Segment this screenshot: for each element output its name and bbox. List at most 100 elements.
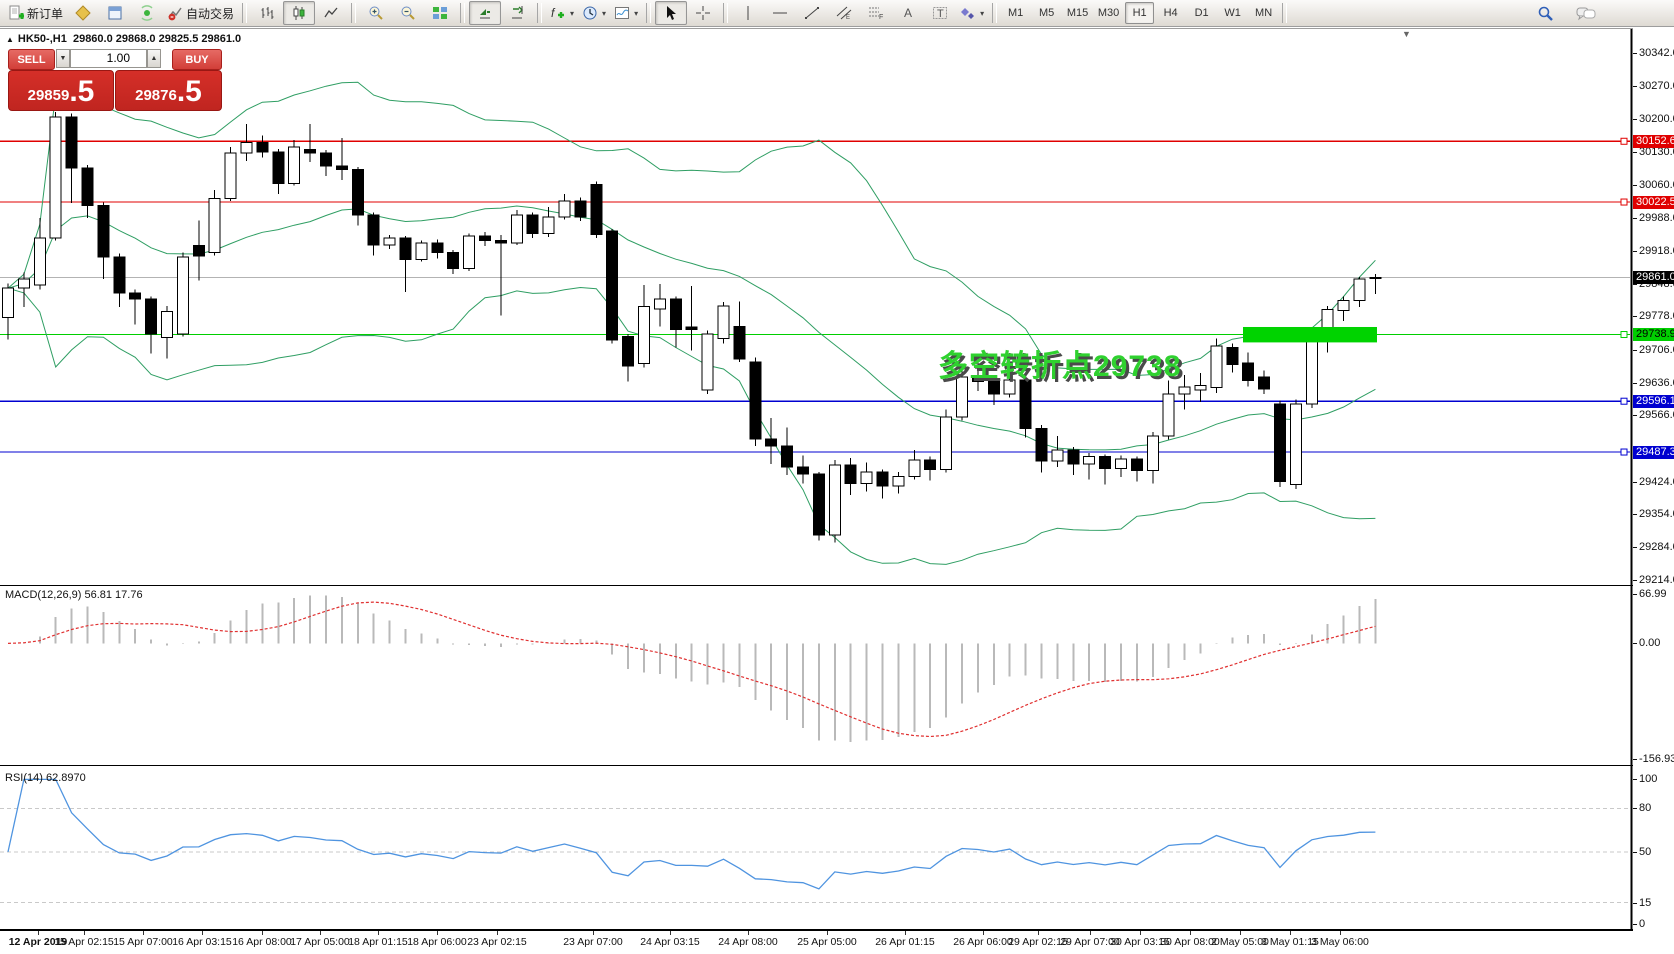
volume-decrease-button[interactable]: ▼	[56, 49, 70, 68]
chart-shift-button[interactable]	[501, 1, 533, 25]
candle-bullish	[940, 416, 953, 470]
zoom-out-icon	[401, 6, 415, 20]
price-tick-label: 29354.0	[1633, 508, 1674, 520]
candle-bullish	[653, 298, 666, 310]
candle-bearish	[1242, 362, 1255, 382]
chart-canvas[interactable]	[0, 28, 1674, 931]
timeframe-button-MN[interactable]: MN	[1255, 7, 1273, 19]
price-tick-label: 29566.0	[1633, 409, 1674, 421]
chart-annotation-text: 多空转折点29738	[938, 350, 1182, 383]
toolbar-right	[1530, 2, 1602, 26]
indicators-icon: f	[551, 6, 565, 20]
rsi-axis-label: 80	[1633, 802, 1674, 814]
bar-chart-type-button[interactable]	[251, 1, 283, 25]
horizontal-line-tool-button[interactable]	[764, 1, 796, 25]
line-end-marker	[1620, 198, 1628, 206]
time-tick	[262, 931, 263, 935]
cursor-tool-button[interactable]	[655, 1, 688, 25]
rsi-indicator-label: RSI(14) 62.8970	[5, 772, 86, 784]
candle-bullish	[1083, 455, 1096, 465]
time-tick-label: 16 Apr 08:00	[232, 936, 292, 948]
price-tick-label: 29284.0	[1633, 541, 1674, 553]
chat-icon	[1576, 7, 1596, 21]
candle-bullish	[828, 464, 841, 536]
sell-price-button[interactable]: 29859.5	[8, 70, 114, 111]
timeframe-button-M15[interactable]: M15	[1066, 7, 1089, 19]
time-tick-label: 25 Apr 05:00	[797, 936, 857, 948]
timeframe-button-M1[interactable]: M1	[1007, 7, 1024, 19]
periods-button[interactable]: ▾	[578, 1, 610, 25]
zoom-in-button[interactable]	[360, 1, 392, 25]
crosshair-tool-button[interactable]	[687, 1, 719, 25]
timeframe-button-M30[interactable]: M30	[1097, 7, 1120, 19]
svg-text:A: A	[904, 6, 912, 20]
volume-input[interactable]: 1.00	[70, 49, 147, 68]
price-tick-label: 29988.0	[1633, 212, 1674, 224]
indicators-button[interactable]: f ▾	[546, 1, 578, 25]
time-tick-label: 16 Apr 03:15	[172, 936, 232, 948]
timeframe-button-M5[interactable]: M5	[1038, 7, 1055, 19]
candle-bearish	[765, 438, 778, 447]
timeframe-button-D1[interactable]: D1	[1194, 7, 1209, 19]
highlight-rectangle	[1243, 326, 1377, 343]
candle-bullish	[860, 471, 873, 484]
fibonacci-tool-button[interactable]: F	[860, 1, 892, 25]
candle-bullish	[956, 376, 968, 418]
auto-scroll-button[interactable]	[469, 1, 502, 25]
signals-button[interactable]	[131, 1, 163, 25]
sell-button[interactable]: SELL	[8, 49, 55, 70]
tile-windows-button[interactable]	[424, 1, 456, 25]
candle-bearish	[145, 298, 158, 335]
diamond-icon	[75, 5, 91, 21]
shapes-icon	[961, 8, 975, 19]
time-tick	[748, 931, 749, 935]
candle-bullish	[1369, 276, 1382, 279]
window-collapse-icon[interactable]: ▲	[6, 35, 14, 44]
line-chart-type-button[interactable]	[315, 1, 347, 25]
buy-button[interactable]: BUY	[172, 49, 222, 70]
chevron-down-icon: ▾	[980, 8, 985, 18]
price-tick-label: 30130.0	[1633, 146, 1674, 158]
candlestick-chart-type-button[interactable]	[283, 1, 316, 25]
vertical-line-tool-button[interactable]	[732, 1, 764, 25]
market-watch-button[interactable]	[99, 1, 131, 25]
time-tick-label: 3 May 01:15	[1261, 936, 1319, 948]
ohlc-bars-icon	[261, 7, 274, 19]
channel-tool-button[interactable]: E	[828, 1, 860, 25]
candle-bullish	[1146, 435, 1159, 471]
tile-windows-icon	[433, 7, 448, 19]
timeframe-button-W1[interactable]: W1	[1224, 7, 1241, 19]
toolbar-separator	[646, 3, 652, 23]
text-tool-button[interactable]: A	[892, 1, 924, 25]
new-order-button[interactable]: 新订单	[4, 1, 67, 25]
volume-increase-button[interactable]: ▲	[147, 49, 161, 68]
label-tool-button[interactable]: T	[924, 1, 956, 25]
line-end-marker	[1620, 448, 1628, 456]
trendline-tool-button[interactable]	[796, 1, 828, 25]
search-button[interactable]	[1530, 2, 1562, 26]
templates-button[interactable]: ▾	[610, 1, 642, 25]
price-tick-label: 29424.0	[1633, 476, 1674, 488]
autotrading-button[interactable]: 自动交易	[163, 1, 238, 25]
metaeditor-button[interactable]	[67, 1, 99, 25]
price-axis[interactable]: 30342.0 30270.0 30200.0 30130.0 30060.0 29988…	[1633, 28, 1674, 931]
new-order-label: 新订单	[27, 6, 64, 21]
chat-button[interactable]	[1570, 2, 1602, 26]
candle-bullish	[208, 198, 221, 254]
candle-bearish	[256, 141, 269, 153]
time-tick	[1090, 931, 1091, 935]
time-tick	[1340, 931, 1341, 935]
timeframe-button-H1[interactable]: H1	[1125, 2, 1155, 24]
timeframe-button-H4[interactable]: H4	[1163, 7, 1178, 19]
time-axis[interactable]: 12 Apr 2019 15 Apr 02:15 15 Apr 07:00 16 Ap…	[0, 931, 1674, 954]
template-icon	[615, 7, 630, 19]
buy-price-button[interactable]: 29876.5	[115, 70, 222, 111]
candle-bullish	[415, 242, 428, 260]
time-tick-label: 30 Apr 08:00	[1160, 936, 1220, 948]
shapes-tool-button[interactable]: ▾	[956, 1, 988, 25]
candle-bullish	[1210, 345, 1223, 389]
time-tick	[1190, 931, 1191, 935]
zoom-out-button[interactable]	[392, 1, 424, 25]
chevron-down-icon: ▾	[570, 8, 575, 18]
time-tick-label: 17 Apr 05:00	[290, 936, 350, 948]
